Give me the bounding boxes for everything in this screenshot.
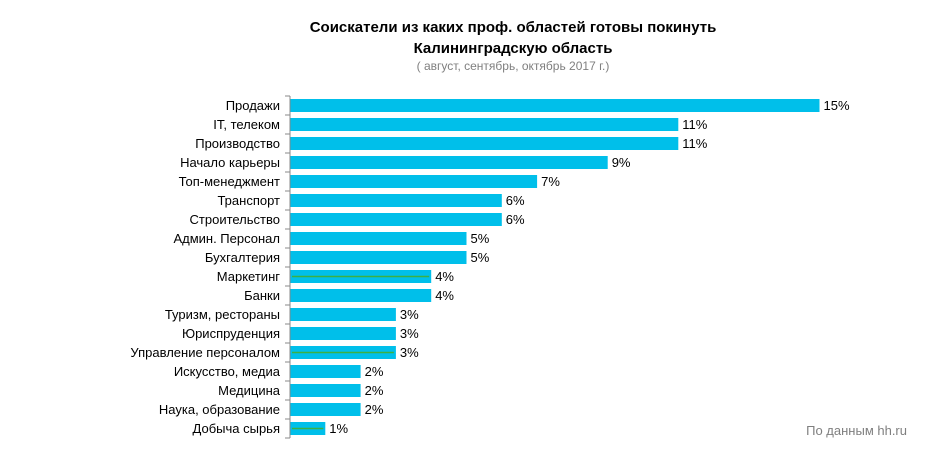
- bar: [290, 99, 820, 112]
- category-label: Маркетинг: [217, 269, 280, 284]
- value-label: 4%: [435, 269, 454, 284]
- category-label: Искусство, медиа: [174, 364, 281, 379]
- category-label: Юриспруденция: [182, 326, 280, 341]
- value-label: 9%: [612, 155, 631, 170]
- chart-title-line2: Калининградскую область: [413, 40, 613, 57]
- value-label: 3%: [400, 326, 419, 341]
- category-label: Начало карьеры: [180, 155, 280, 170]
- category-label: Топ-менеджмент: [179, 174, 280, 189]
- bar: [290, 213, 502, 226]
- value-label: 2%: [365, 364, 384, 379]
- value-label: 5%: [471, 250, 490, 265]
- value-label: 6%: [506, 212, 525, 227]
- bar: [290, 232, 467, 245]
- bar: [290, 251, 467, 264]
- value-label: 2%: [365, 402, 384, 417]
- value-label: 4%: [435, 288, 454, 303]
- bar: [290, 194, 502, 207]
- bar: [290, 403, 361, 416]
- bar: [290, 118, 679, 131]
- category-label: Производство: [195, 136, 280, 151]
- category-label: Строительство: [190, 212, 280, 227]
- category-label: Управление персоналом: [130, 345, 280, 360]
- bar: [290, 175, 538, 188]
- category-label: Добыча сырья: [193, 421, 280, 436]
- bar: [290, 327, 396, 340]
- value-label: 11%: [682, 117, 707, 132]
- category-label: Транспорт: [217, 193, 280, 208]
- value-label: 7%: [541, 174, 560, 189]
- bar: [290, 137, 679, 150]
- bar: [290, 308, 396, 321]
- chart-subtitle: ( август, сентябрь, октябрь 2017 г.): [416, 59, 610, 73]
- value-label: 3%: [400, 345, 419, 360]
- value-label: 1%: [329, 421, 348, 436]
- category-label: Наука, образование: [159, 402, 280, 417]
- value-label: 15%: [824, 98, 850, 113]
- chart-title-line1: Соискатели из каких проф. областей готов…: [309, 19, 717, 36]
- category-label: Админ. Персонал: [173, 231, 280, 246]
- value-label: 11%: [682, 136, 707, 151]
- category-label: Бухгалтерия: [205, 250, 280, 265]
- value-label: 6%: [506, 193, 525, 208]
- source-note: По данным hh.ru: [806, 423, 907, 438]
- category-label: Банки: [244, 288, 280, 303]
- bar: [290, 365, 361, 378]
- category-label: Медицина: [218, 383, 281, 398]
- bar: [290, 384, 361, 397]
- chart-title: Соискатели из каких проф. областей готов…: [0, 17, 945, 59]
- bar: [290, 289, 432, 302]
- value-label: 2%: [365, 383, 384, 398]
- bar: [290, 156, 608, 169]
- category-label: Продажи: [226, 98, 280, 113]
- value-label: 5%: [471, 231, 490, 246]
- category-label: Туризм, рестораны: [165, 307, 280, 322]
- value-label: 3%: [400, 307, 419, 322]
- category-label: IT, телеком: [213, 117, 280, 132]
